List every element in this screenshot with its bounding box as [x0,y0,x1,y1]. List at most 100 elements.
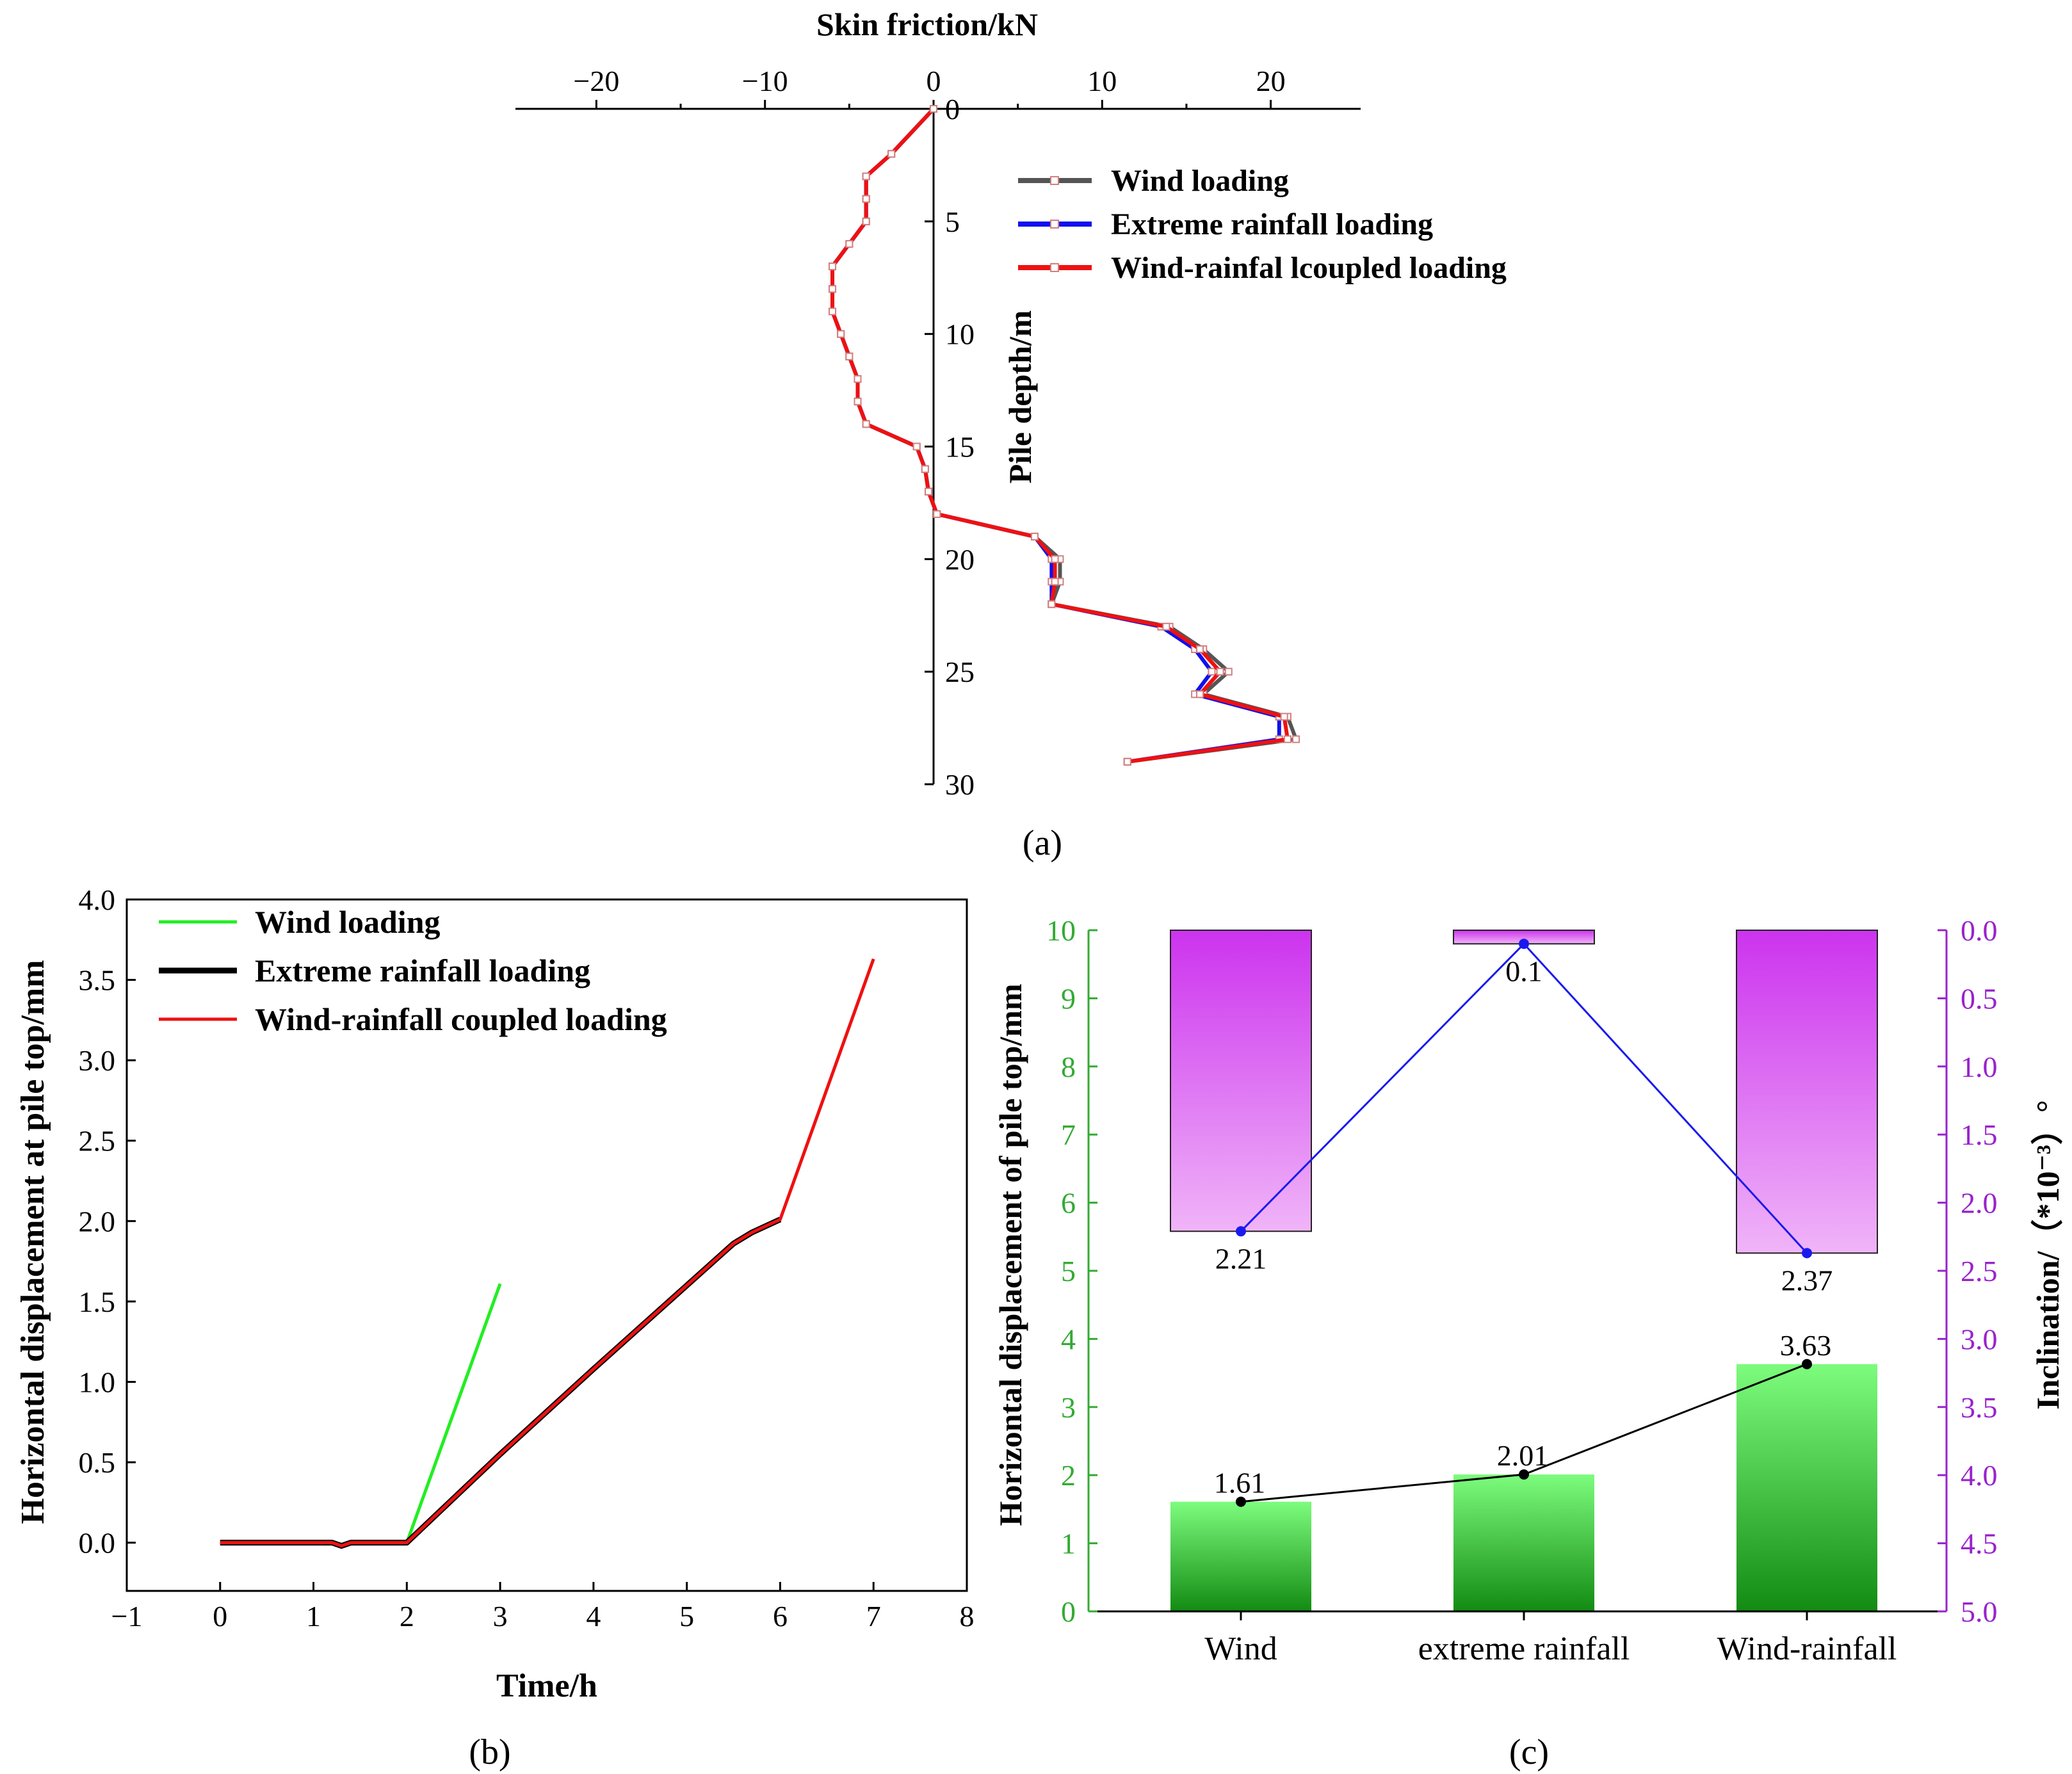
panel-c-inclination-value-label: 2.21 [1215,1242,1267,1275]
panel-a-data-point [887,150,896,158]
panel-b-x-axis-label: Time/h [496,1668,597,1704]
panel-b-x-tick-label: 7 [866,1600,881,1633]
panel-b-y-tick-label: 3.0 [79,1044,116,1077]
panel-c-right-tick-label: 5.0 [1961,1595,1998,1628]
panel-b-x-tick-label: 2 [400,1600,414,1633]
panel-a-data-point [854,398,862,406]
panel-a-data-point [854,375,862,383]
panel-c-label: (c) [1509,1732,1549,1772]
panel-a-series-1 [829,105,1300,766]
panel-c-inclination-bar [1736,930,1878,1254]
panel-c-left-tick-label: 3 [1061,1391,1076,1424]
panel-b-series-line-1 [220,1283,502,1548]
panel-b-label: (b) [469,1732,510,1772]
panel-a-y-tick-label: 20 [945,543,975,576]
panel-c-inclination-value-label: 0.1 [1505,955,1542,987]
panel-a-x-tick-label: 10 [1087,65,1117,97]
panel-c-category-label: Wind-rainfall [1717,1631,1897,1667]
panel-a-legend-label: Wind-rainfal lcoupled loading [1111,251,1507,285]
panel-b-plot-frame [125,898,968,1592]
panel-b-x-tick-label: 8 [960,1600,975,1633]
panel-b-x-tick-label: 3 [493,1600,508,1633]
panel-b-displacement-time-chart: −1 0 1 2 3 4 5 6 7 8 0.0 0.5 1.0 1.5 2.0 2.5 3.0 3.5 4.0 W… [15,883,975,1772]
panel-b-x-tick-label: 4 [586,1600,601,1633]
panel-c-right-tick-label: 0.5 [1961,982,1998,1015]
panel-b-series-line-3-overlay [220,958,875,1547]
panel-b-series [220,958,875,1549]
panel-a-data-point [1280,713,1288,721]
panel-a-label: (a) [1023,823,1062,863]
panel-a-data-point [862,217,870,225]
panel-a-axes: −20 −10 0 10 20 0 5 10 15 20 25 30 [515,65,1361,801]
panel-a-data-point [912,442,921,451]
panel-c-right-axis-label: Inclination/（*10⁻³）° [2030,1100,2066,1410]
panel-c-left-axis-label: Horizontal displacement of pile top/mm [992,983,1028,1526]
panel-a-x-tick-label: 0 [927,65,941,97]
panel-a-y-tick-label: 5 [945,206,960,238]
panel-a-data-point [1051,577,1059,586]
panel-a-data-point [1224,668,1233,676]
panel-a-y-axis-label: Pile depth/m [1002,310,1038,484]
panel-b-x-tick-label: 6 [773,1600,788,1633]
panel-b-legend-label: Wind loading [255,904,441,940]
panel-a-data-point [1123,757,1131,766]
panel-a-legend-marker [1050,263,1059,272]
panel-c-displacement-bar [1736,1364,1877,1611]
panel-a-data-point [862,195,870,203]
panel-a-data-point [1292,735,1300,743]
panel-a-series-3 [829,105,1291,766]
panel-c-left-tick-label: 1 [1061,1528,1076,1560]
panel-c-inclination-line [1240,942,1808,1254]
panel-b-x-tick-label: 1 [306,1600,321,1633]
panel-a-data-point [1208,668,1216,676]
panel-c-left-tick-label: 10 [1046,914,1076,947]
panel-b-series-line-2 [220,1216,782,1549]
panel-c-inclination-value-label: 2.37 [1781,1264,1833,1296]
panel-a-y-tick-label: 0 [945,93,960,125]
panel-c-displacement-value-label: 2.01 [1497,1439,1549,1472]
panel-c-inclination-bar [1170,930,1312,1232]
panel-c-displacement-bar [1453,1474,1594,1611]
panel-c-lines: 1.61 2.21 2.01 0.1 3.63 2.37 [1214,939,1833,1507]
panel-a-x-tick-label: 20 [1256,65,1286,97]
panel-b-y-axis-label: Horizontal displacement at pile top/mm [15,960,51,1524]
panel-c-left-tick-label: 2 [1061,1459,1076,1492]
panel-c-right-tick-label: 3.5 [1961,1391,1998,1424]
panel-a-data-point [930,105,937,113]
panel-a-data-point [1196,690,1204,698]
panel-a-skin-friction-chart: −20 −10 0 10 20 0 5 10 15 20 25 30 Skin friction/kN… [515,6,1507,863]
panel-a-series-line [830,107,1299,764]
panel-c-left-tick-label: 6 [1061,1187,1076,1220]
panel-a-data-point [862,172,870,181]
panel-b-legend: Wind loading Extreme rainfall loading Wind… [159,904,667,1037]
panel-a-series [829,105,1300,766]
panel-b-y-tick-label: 1.0 [79,1366,116,1398]
panel-a-data-point [837,330,845,338]
panel-a-data-point [921,465,929,473]
panel-c-left-tick-label: 9 [1061,982,1076,1015]
panel-a-data-point [829,307,837,316]
panel-c-displacement-value-label: 3.63 [1780,1329,1832,1362]
panel-c-displacement-point [1802,1359,1812,1369]
panel-a-data-point [1162,622,1170,631]
panel-c-bar-chart: 0 1 2 3 4 5 6 7 8 9 10 0.0 0.5 1.0 1.5 2.0 2.5 3.0 3.5 4.0 4… [992,914,2066,1772]
panel-b-x-tick-label: 0 [213,1600,227,1633]
panel-b-x-tick-label: 5 [679,1600,694,1633]
panel-c-right-tick-label: 1.5 [1961,1118,1998,1151]
panel-c-right-tick-label: 4.0 [1961,1459,1998,1492]
panel-c-right-tick-label: 3.0 [1961,1323,1998,1355]
panel-c-displacement-bar [1170,1501,1311,1611]
panel-a-y-tick-label: 10 [945,318,975,351]
panel-a-data-point [829,285,837,293]
panel-a-y-tick-label: 15 [945,431,975,464]
panel-a-legend: Wind loading Extreme rainfall loading Wind… [1018,164,1507,285]
panel-c-left-tick-label: 8 [1061,1051,1076,1083]
panel-b-x-tick-label: −1 [111,1600,143,1633]
panel-a-data-point [1030,533,1039,541]
panel-c-category-label: Wind [1204,1631,1277,1667]
panel-b-legend-label: Wind-rainfall coupled loading [255,1001,667,1037]
panel-c-displacement-point [1236,1496,1246,1507]
panel-c-inclination-point [1802,1248,1812,1259]
panel-a-y-tick-label: 25 [945,656,975,688]
